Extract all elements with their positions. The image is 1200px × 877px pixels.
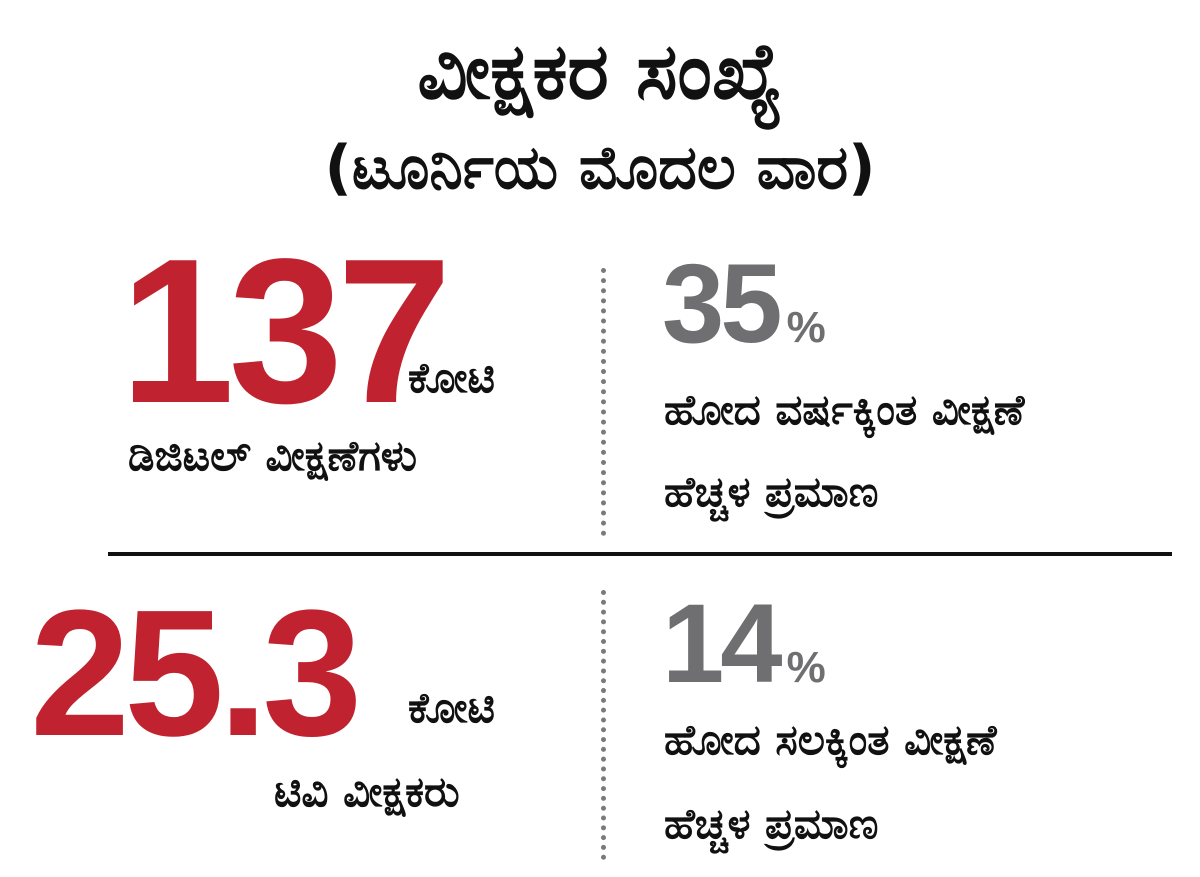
divider-vertical-top: [601, 268, 606, 536]
tv-growth-number: 14: [662, 581, 783, 706]
digital-views-label: ಡಿಜಿಟಲ್ ವೀಕ್ಷಣೆಗಳು: [128, 431, 417, 480]
digital-growth-desc-line1: ಹೋದ ವರ್ಷಕ್ಕಿಂತ ವೀಕ್ಷಣೆ: [664, 385, 1025, 434]
tv-viewers-label: ಟಿವಿ ವೀಕ್ಷಕರು: [274, 767, 460, 816]
infographic-title: ವೀಕ್ಷಕರ ಸಂಖ್ಯೆ: [417, 27, 783, 117]
digital-views-unit: ಕೋಟಿ: [408, 353, 495, 402]
digital-growth-value: 35%: [662, 248, 826, 384]
tv-growth-percent: %: [786, 643, 826, 692]
tv-growth-value: 14%: [662, 588, 826, 724]
digital-growth-number: 35: [662, 241, 783, 366]
row-divider: [108, 552, 1172, 556]
digital-growth-desc-line2: ಹೆಚ್ಚಳ ಪ್ರಮಾಣ: [664, 467, 879, 516]
tv-viewers-value: 25.3: [30, 573, 362, 774]
tv-growth-desc-line1: ಹೋದ ಸಲಕ್ಕಿಂತ ವೀಕ್ಷಣೆ: [664, 715, 997, 764]
tv-viewers-unit: ಕೋಟಿ: [408, 683, 495, 732]
digital-views-value: 137: [120, 216, 452, 446]
infographic-subtitle: (ಟೂರ್ನಿಯ ಮೊದಲ ವಾರ): [324, 133, 876, 203]
tv-growth-desc-line2: ಹೆಚ್ಚಳ ಪ್ರಮಾಣ: [664, 799, 879, 848]
digital-growth-percent: %: [786, 303, 826, 352]
divider-vertical-bottom: [601, 590, 606, 860]
